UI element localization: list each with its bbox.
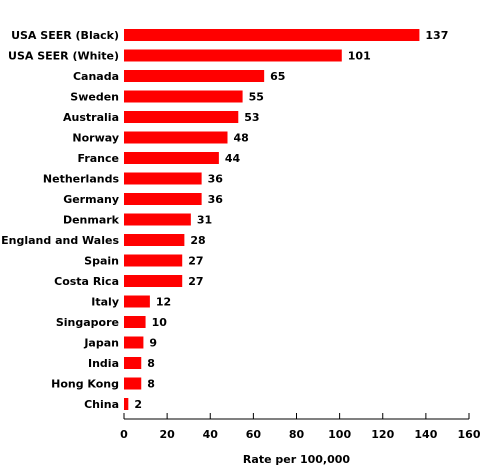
value-label: 48: [234, 132, 249, 145]
value-label: 44: [225, 152, 241, 165]
value-label: 12: [156, 296, 171, 309]
category-labels-group: USA SEER (Black) USA SEER (White) Canada Sw…: [1, 29, 120, 411]
value-label: 55: [249, 91, 264, 104]
category-label: Singapore: [56, 316, 119, 329]
category-label: Canada: [73, 70, 119, 83]
bar: [124, 234, 185, 246]
category-label: Netherlands: [43, 173, 120, 186]
bar: [124, 316, 146, 328]
x-tick-label: 20: [159, 428, 175, 441]
category-label: Norway: [72, 132, 119, 145]
value-label: 9: [149, 337, 157, 350]
bar: [124, 213, 191, 226]
bar: [124, 254, 183, 267]
value-label: 101: [348, 50, 371, 63]
x-tick-label: 100: [328, 428, 351, 441]
category-label: Sweden: [70, 91, 119, 104]
bar: [124, 377, 142, 390]
value-label: 8: [147, 357, 155, 370]
x-axis-title: Rate per 100,000: [243, 453, 350, 466]
bar: [124, 295, 150, 308]
bar: [124, 29, 420, 41]
category-label: Hong Kong: [51, 378, 119, 391]
category-label: Spain: [84, 255, 119, 268]
value-label: 10: [152, 316, 168, 329]
value-label: 36: [208, 193, 224, 206]
value-label: 27: [188, 255, 203, 268]
x-tick-label: 40: [203, 428, 219, 441]
value-label: 36: [208, 173, 224, 186]
value-label: 27: [188, 275, 203, 288]
x-tick-label: 140: [414, 428, 437, 441]
value-label: 31: [197, 214, 212, 227]
value-label: 137: [425, 29, 448, 42]
bar: [124, 172, 202, 185]
x-tick-label: 160: [458, 428, 481, 441]
bars-group: [124, 29, 420, 410]
category-label: USA SEER (Black): [11, 29, 119, 42]
category-label: China: [84, 398, 119, 411]
value-label: 2: [134, 398, 142, 411]
category-label: Denmark: [63, 214, 120, 227]
value-label: 28: [190, 234, 205, 247]
bar: [124, 49, 342, 62]
category-label: Costa Rica: [54, 275, 119, 288]
category-label: France: [78, 152, 119, 165]
bar: [124, 131, 228, 144]
bar: [124, 90, 243, 103]
x-tick-label: 120: [371, 428, 394, 441]
category-label: Japan: [83, 337, 119, 350]
category-label: England and Wales: [1, 234, 119, 247]
x-tick-label: 0: [120, 428, 128, 441]
x-tick-label: 80: [289, 428, 305, 441]
bar: [124, 357, 142, 369]
value-label: 8: [147, 378, 155, 391]
bar: [124, 70, 265, 82]
category-label: USA SEER (White): [8, 50, 119, 63]
category-label: Italy: [91, 296, 119, 309]
bar: [124, 336, 144, 349]
category-label: Germany: [63, 193, 119, 206]
bar: [124, 152, 219, 164]
x-axis: 0 20 40 60 80 100 120 140 160: [120, 413, 481, 441]
category-label: India: [88, 357, 119, 370]
bar: [124, 275, 183, 287]
value-label: 53: [244, 111, 259, 124]
x-tick-label: 60: [246, 428, 262, 441]
bar: [124, 111, 239, 123]
bar: [124, 193, 202, 205]
value-label: 65: [270, 70, 285, 83]
bar: [124, 398, 129, 410]
category-label: Australia: [63, 111, 119, 124]
